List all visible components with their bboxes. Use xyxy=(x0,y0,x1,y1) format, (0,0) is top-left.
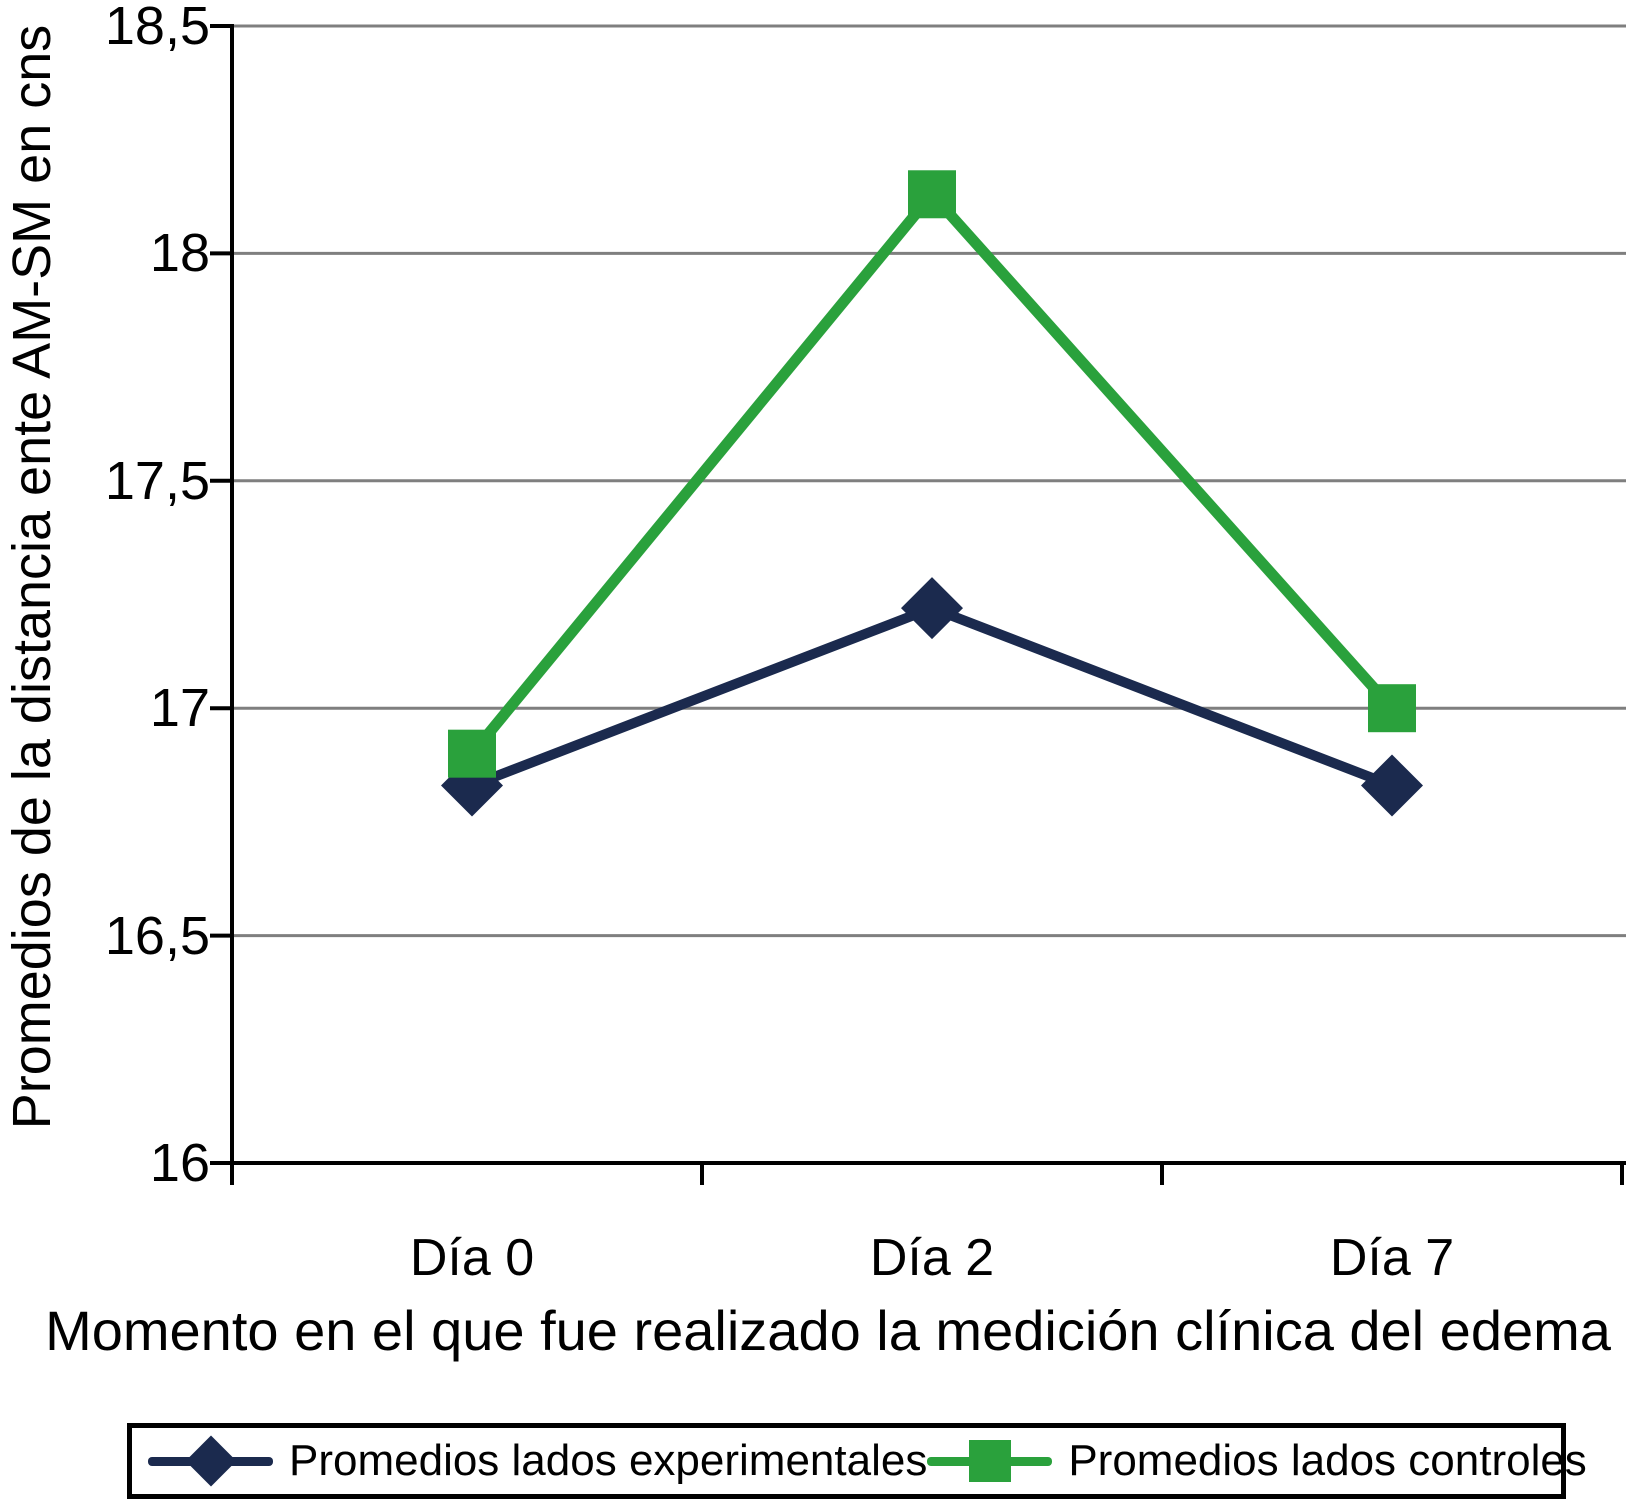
x-tick-label: Día 7 xyxy=(1329,1229,1455,1287)
y-tick-label: 17 xyxy=(149,678,210,739)
y-axis-title: Promedios de la distancia ente AM-SM en … xyxy=(2,24,62,1130)
legend-entry-experimentales: Promedios lados experimentales xyxy=(148,1435,928,1487)
x-tick-label: Día 2 xyxy=(869,1229,995,1287)
x-tick-label: Día 0 xyxy=(409,1229,535,1287)
legend-entry-controles: Promedios lados controles xyxy=(927,1436,1587,1486)
y-tick-label: 16,5 xyxy=(104,905,210,966)
y-tick-label: 17,5 xyxy=(104,450,210,511)
legend-label-experimentales: Promedios lados experimentales xyxy=(289,1436,928,1485)
legend-label-controles: Promedios lados controles xyxy=(1068,1436,1587,1485)
experimentales-line-marker-icon xyxy=(148,1435,273,1487)
x-axis-title: Momento en el que fue realizado la medic… xyxy=(45,1299,1611,1362)
legend: Promedios lados experimentales Promedios… xyxy=(127,1423,1587,1499)
controles-line-marker-icon xyxy=(927,1437,1053,1485)
y-tick-label: 18,5 xyxy=(104,0,210,56)
y-tick-label: 18 xyxy=(149,223,210,284)
y-tick-label: 16 xyxy=(149,1133,210,1193)
